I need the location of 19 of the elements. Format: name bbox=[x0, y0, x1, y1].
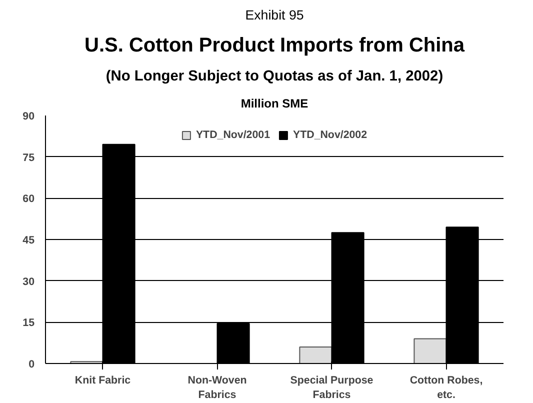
x-tick-label: Non-Woven Fabrics bbox=[188, 374, 247, 401]
x-tick-label: Special Purpose Fabrics bbox=[290, 374, 374, 401]
chart-title: U.S. Cotton Product Imports from China bbox=[84, 34, 466, 56]
y-tick-label: 30 bbox=[22, 276, 35, 288]
legend-label: YTD_Nov/2001 bbox=[196, 129, 270, 141]
bar bbox=[299, 346, 332, 364]
y-tick-label: 60 bbox=[22, 193, 35, 206]
legend-label: YTD_Nov/2002 bbox=[293, 129, 368, 141]
y-axis-title: Million SME bbox=[240, 96, 308, 110]
x-tick-label: Cotton Robes, etc. bbox=[410, 374, 483, 401]
chart-subtitle: (No Longer Subject to Quotas as of Jan. 1, 2002) bbox=[106, 68, 444, 84]
bar bbox=[414, 338, 447, 364]
y-tick-label: 45 bbox=[22, 234, 35, 246]
y-tick-label: 90 bbox=[22, 110, 35, 122]
y-tick-label: 15 bbox=[22, 317, 35, 330]
x-tick-label: Knit Fabric bbox=[74, 374, 131, 386]
y-tick-label: 0 bbox=[28, 358, 35, 370]
text: Exhibit 95 bbox=[245, 8, 304, 22]
y-tick-label: 75 bbox=[22, 152, 35, 164]
